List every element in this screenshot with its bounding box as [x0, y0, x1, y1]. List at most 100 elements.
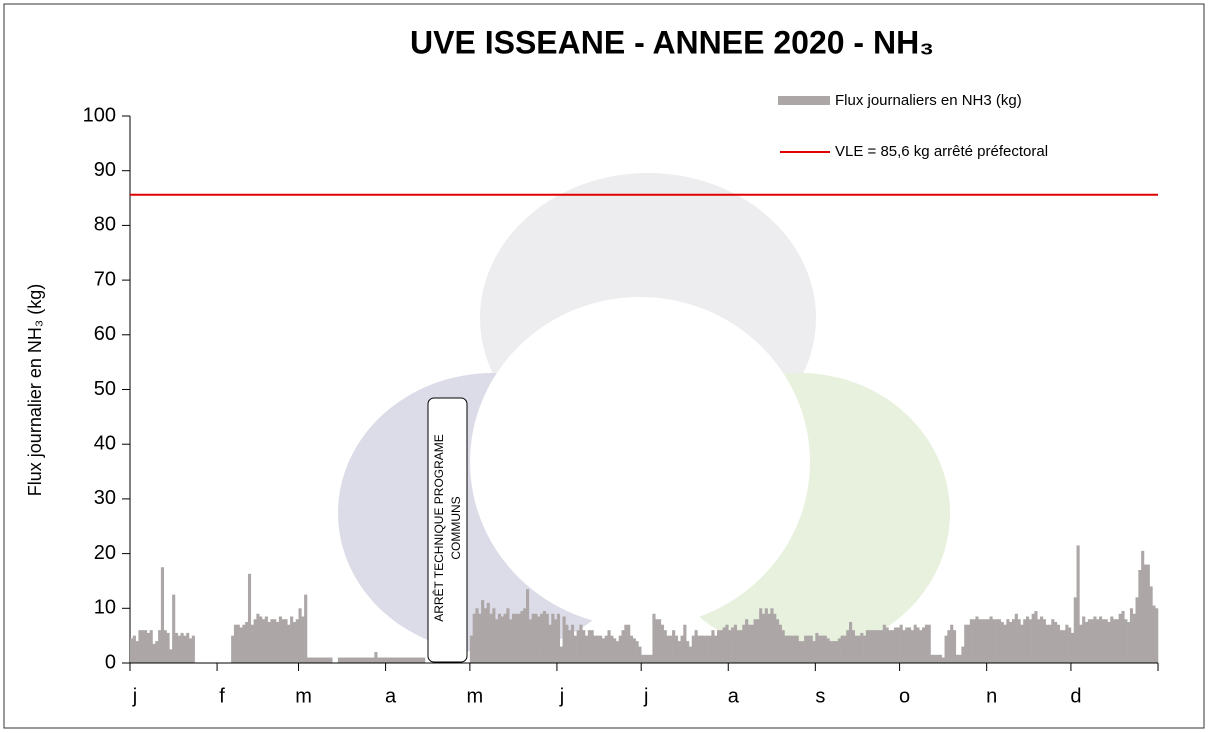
bar	[975, 616, 979, 663]
bar	[422, 657, 426, 663]
bar	[309, 657, 313, 663]
bar	[301, 616, 305, 663]
bar	[573, 635, 577, 663]
bar	[933, 654, 937, 663]
bar	[719, 630, 723, 663]
bar	[1065, 624, 1069, 663]
bar	[981, 619, 985, 663]
bar	[638, 646, 642, 663]
bar	[158, 630, 162, 663]
bar	[697, 635, 701, 663]
bar	[806, 635, 811, 663]
bar	[613, 638, 617, 663]
bar	[776, 619, 780, 663]
bar	[247, 573, 252, 663]
bar	[382, 657, 386, 663]
bar	[790, 635, 794, 663]
bar	[146, 632, 150, 663]
bar	[798, 641, 802, 663]
bar	[705, 635, 709, 663]
bar	[669, 635, 673, 663]
bar	[722, 627, 726, 663]
bar	[627, 624, 631, 663]
bar	[374, 652, 378, 663]
bar	[337, 657, 341, 663]
annotation-text: COMMUNS	[449, 496, 463, 559]
bar	[559, 646, 563, 663]
bar	[281, 619, 285, 663]
bar	[267, 621, 271, 663]
x-tick-label: j	[559, 685, 564, 707]
bar	[242, 624, 246, 663]
bar	[186, 632, 190, 663]
bar	[694, 630, 698, 663]
bar	[1025, 616, 1030, 663]
bar	[652, 613, 656, 663]
bar	[132, 635, 136, 663]
bar	[259, 616, 263, 663]
bar	[570, 624, 575, 663]
bar	[371, 657, 375, 663]
bar	[469, 635, 473, 663]
bar	[503, 613, 507, 663]
bar	[818, 635, 822, 663]
bar	[950, 624, 954, 663]
bar	[590, 630, 594, 663]
bar	[320, 657, 325, 663]
bar	[849, 621, 853, 663]
bar	[995, 619, 999, 663]
bar	[615, 641, 620, 663]
bar	[472, 613, 476, 663]
bar	[747, 624, 752, 663]
bar	[1107, 621, 1111, 663]
bar	[593, 635, 597, 663]
bar	[326, 657, 330, 663]
bar	[1121, 611, 1125, 663]
bar	[236, 624, 240, 663]
bar	[916, 627, 920, 663]
bar	[781, 630, 785, 663]
bar	[360, 657, 364, 663]
bar	[702, 635, 707, 663]
bar	[739, 630, 743, 663]
bar	[273, 619, 277, 663]
bar	[1138, 570, 1142, 663]
bar	[542, 611, 546, 663]
bar	[478, 613, 482, 663]
bar	[253, 619, 257, 663]
bar	[528, 619, 532, 663]
bar	[1096, 619, 1100, 663]
bar	[343, 657, 347, 663]
bar	[520, 611, 524, 663]
bar	[481, 600, 485, 663]
bar	[1017, 619, 1021, 663]
bar	[896, 627, 900, 663]
bar	[1155, 608, 1159, 663]
bar	[585, 635, 589, 663]
bar	[795, 635, 799, 663]
bar	[964, 624, 968, 663]
bar	[700, 635, 704, 663]
bar	[649, 654, 653, 663]
bar	[1031, 613, 1035, 663]
bar	[868, 630, 872, 663]
bar	[551, 613, 555, 663]
bar	[877, 630, 881, 663]
bar	[239, 627, 243, 663]
bar	[621, 630, 625, 663]
bar	[1079, 624, 1083, 663]
bar	[778, 624, 782, 663]
bar	[733, 624, 737, 663]
bar	[416, 657, 420, 663]
bar	[632, 638, 636, 663]
bar	[514, 613, 518, 663]
bar	[832, 641, 836, 663]
bar	[714, 635, 718, 663]
bar	[666, 635, 670, 663]
bar	[677, 641, 681, 663]
bar	[1056, 624, 1060, 663]
bar	[989, 616, 993, 663]
bar	[1115, 619, 1119, 663]
bar	[618, 635, 622, 663]
